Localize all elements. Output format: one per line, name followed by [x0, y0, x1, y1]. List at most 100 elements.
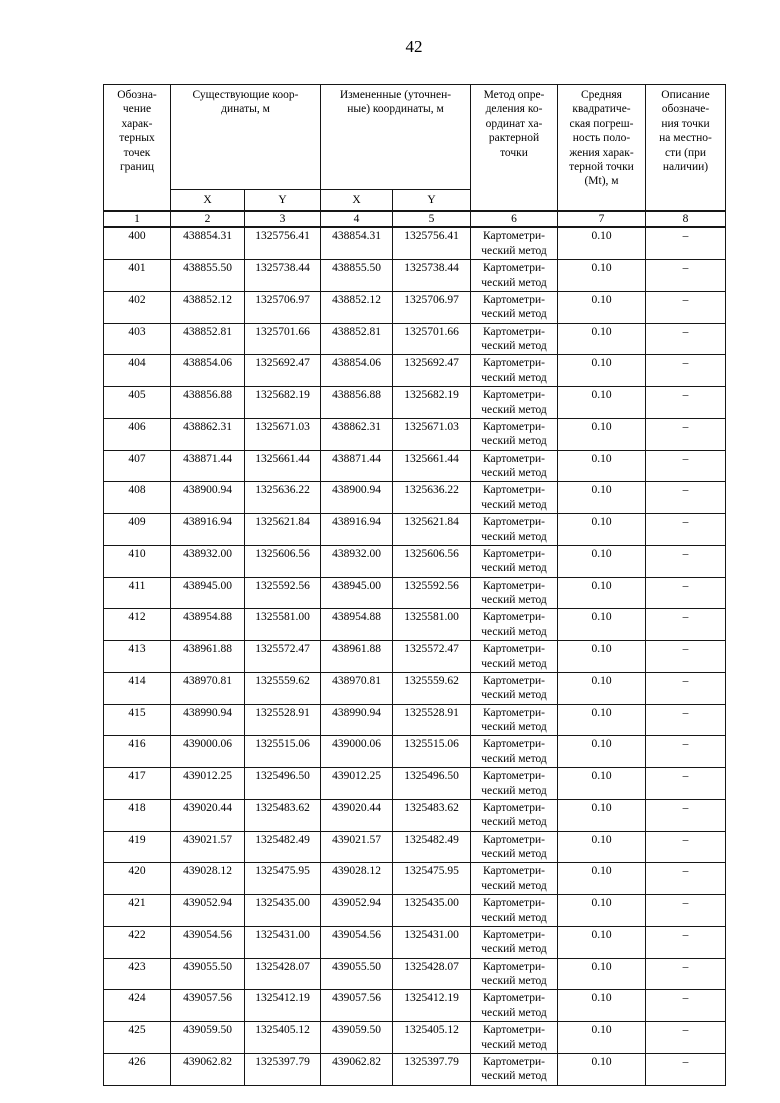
changed-x-cell: 438970.81: [320, 671, 393, 705]
existing-y-cell: 1325412.19: [244, 989, 321, 1023]
changed-x-cell: 438900.94: [320, 481, 393, 515]
existing-x-cell: 439020.44: [170, 798, 245, 832]
changed-y-cell: 1325559.62: [392, 671, 471, 705]
changed-x-cell: 438852.12: [320, 290, 393, 324]
changed-y-cell: 1325405.12: [392, 1021, 471, 1054]
point-cell: 412: [103, 608, 171, 642]
description-cell: –: [645, 259, 726, 292]
column-number-6: 6: [470, 209, 558, 229]
description-cell: –: [645, 544, 726, 578]
changed-y-cell: 1325483.62: [392, 798, 471, 832]
changed-y-cell: 1325581.00: [392, 608, 471, 642]
mt-error-cell: 0.10: [557, 481, 646, 515]
subheader-changed-y: Y: [392, 189, 471, 212]
changed-y-cell: 1325397.79: [392, 1052, 471, 1086]
point-cell: 424: [103, 989, 171, 1023]
changed-y-cell: 1325431.00: [392, 925, 471, 959]
method-cell: Картометри- ческий метод: [470, 703, 558, 737]
existing-x-cell: 439059.50: [170, 1021, 245, 1054]
existing-x-cell: 438852.81: [170, 322, 245, 356]
point-cell: 405: [103, 386, 171, 419]
method-cell: Картометри- ческий метод: [470, 259, 558, 292]
changed-y-cell: 1325621.84: [392, 513, 471, 546]
method-cell: Картометри- ческий метод: [470, 322, 558, 356]
mt-error-cell: 0.10: [557, 925, 646, 959]
existing-x-cell: 438961.88: [170, 640, 245, 673]
changed-y-cell: 1325682.19: [392, 386, 471, 419]
method-cell: Картометри- ческий метод: [470, 481, 558, 515]
changed-x-cell: 439062.82: [320, 1052, 393, 1086]
column-number-4: 4: [320, 209, 393, 229]
column-number-2: 2: [170, 209, 245, 229]
existing-y-cell: 1325405.12: [244, 1021, 321, 1054]
description-cell: –: [645, 703, 726, 737]
changed-x-cell: 439021.57: [320, 830, 393, 864]
mt-error-cell: 0.10: [557, 862, 646, 896]
header-point-designation: Обозна- чение харак- терных точек границ: [103, 84, 171, 212]
table-row: 423 439055.50 1325428.07 439055.50 1325428.0…: [103, 957, 726, 991]
header-description: Описание обозначе- ния точки на местно- …: [645, 84, 726, 212]
method-cell: Картометри- ческий метод: [470, 735, 558, 769]
mt-error-cell: 0.10: [557, 735, 646, 769]
existing-x-cell: 438916.94: [170, 513, 245, 546]
table-row: 405 438856.88 1325682.19 438856.88 1325682.1…: [103, 386, 726, 419]
table-row: 425 439059.50 1325405.12 439059.50 1325405.1…: [103, 1021, 726, 1054]
changed-y-cell: 1325475.95: [392, 862, 471, 896]
mt-error-cell: 0.10: [557, 767, 646, 800]
mt-error-cell: 0.10: [557, 513, 646, 546]
table-subheader-row: X Y X Y: [104, 189, 726, 212]
description-cell: –: [645, 894, 726, 927]
mt-error-cell: 0.10: [557, 671, 646, 705]
description-cell: –: [645, 830, 726, 864]
changed-x-cell: 439020.44: [320, 798, 393, 832]
changed-x-cell: 438990.94: [320, 703, 393, 737]
method-cell: Картометри- ческий метод: [470, 608, 558, 642]
existing-y-cell: 1325435.00: [244, 894, 321, 927]
changed-x-cell: 438916.94: [320, 513, 393, 546]
changed-x-cell: 438854.06: [320, 354, 393, 388]
mt-error-cell: 0.10: [557, 322, 646, 356]
method-cell: Картометри- ческий метод: [470, 957, 558, 991]
mt-error-cell: 0.10: [557, 259, 646, 292]
table-row: 409 438916.94 1325621.84 438916.94 1325621.8…: [103, 513, 726, 546]
existing-y-cell: 1325661.44: [244, 449, 321, 483]
description-cell: –: [645, 925, 726, 959]
existing-x-cell: 438852.12: [170, 290, 245, 324]
existing-y-cell: 1325671.03: [244, 417, 321, 451]
description-cell: –: [645, 576, 726, 610]
existing-x-cell: 438856.88: [170, 386, 245, 419]
changed-y-cell: 1325572.47: [392, 640, 471, 673]
table-row: 407 438871.44 1325661.44 438871.44 1325661.4…: [103, 449, 726, 483]
table-row: 418 439020.44 1325483.62 439020.44 1325483.6…: [103, 798, 726, 832]
description-cell: –: [645, 290, 726, 324]
table-row: 424 439057.56 1325412.19 439057.56 1325412.1…: [103, 989, 726, 1023]
method-cell: Картометри- ческий метод: [470, 767, 558, 800]
table-row: 415 438990.94 1325528.91 438990.94 1325528.9…: [103, 703, 726, 737]
changed-y-cell: 1325428.07: [392, 957, 471, 991]
existing-x-cell: 439055.50: [170, 957, 245, 991]
changed-y-cell: 1325636.22: [392, 481, 471, 515]
description-cell: –: [645, 608, 726, 642]
point-cell: 408: [103, 481, 171, 515]
point-cell: 413: [103, 640, 171, 673]
existing-y-cell: 1325496.50: [244, 767, 321, 800]
point-cell: 409: [103, 513, 171, 546]
table-body: 400 438854.31 1325756.41 438854.31 1325756.4…: [103, 226, 726, 1086]
changed-y-cell: 1325482.49: [392, 830, 471, 864]
changed-x-cell: 439052.94: [320, 894, 393, 927]
point-cell: 419: [103, 830, 171, 864]
table-row: 401 438855.50 1325738.44 438855.50 1325738.4…: [103, 259, 726, 292]
existing-x-cell: 439028.12: [170, 862, 245, 896]
method-cell: Картометри- ческий метод: [470, 449, 558, 483]
changed-y-cell: 1325515.06: [392, 735, 471, 769]
method-cell: Картометри- ческий метод: [470, 354, 558, 388]
mt-error-cell: 0.10: [557, 798, 646, 832]
header-changed-coordinates: Измененные (уточнен- ные) координаты, м: [320, 84, 471, 190]
description-cell: –: [645, 957, 726, 991]
changed-x-cell: 438871.44: [320, 449, 393, 483]
point-cell: 420: [103, 862, 171, 896]
description-cell: –: [645, 767, 726, 800]
method-cell: Картометри- ческий метод: [470, 671, 558, 705]
table-row: 422 439054.56 1325431.00 439054.56 1325431.0…: [103, 925, 726, 959]
point-cell: 407: [103, 449, 171, 483]
